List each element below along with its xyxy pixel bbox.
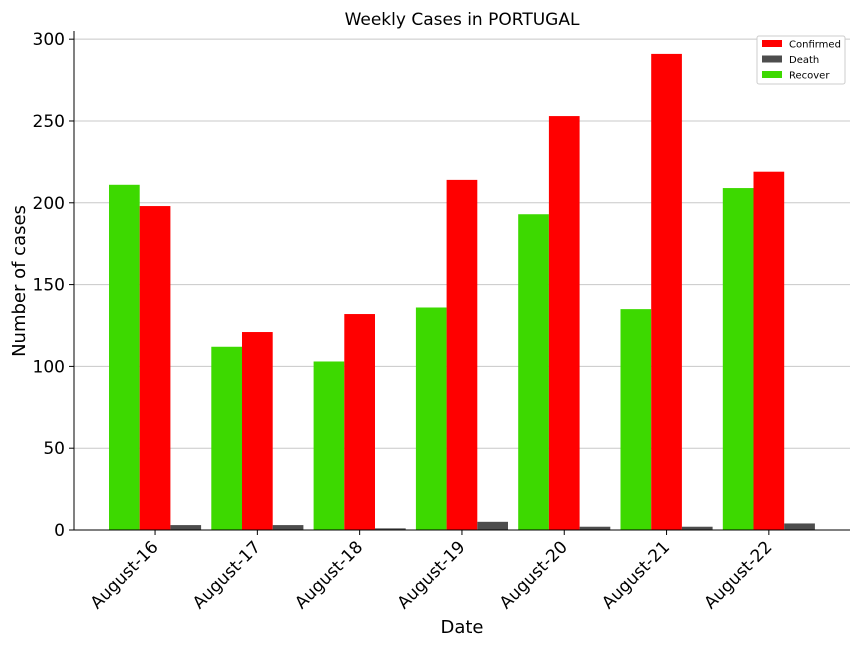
y-tick-label: 250: [33, 112, 65, 132]
bar-confirmed: [446, 179, 478, 531]
legend-swatch-death: [762, 55, 782, 63]
legend-swatch-confirmed: [762, 40, 782, 47]
bar-confirmed: [651, 53, 682, 531]
bar-death: [579, 526, 611, 530]
bar-recover: [620, 309, 652, 530]
x-tick-label: August-19: [394, 537, 470, 613]
bar-death: [375, 528, 406, 530]
bar-death: [477, 521, 508, 530]
bar-recover: [518, 214, 549, 530]
y-tick-label: 300: [33, 30, 65, 50]
legend: Confirmed Death Recover: [756, 35, 846, 85]
x-axis-title: Date: [440, 617, 483, 638]
bar-recover: [415, 307, 447, 530]
chart-title: Weekly Cases in PORTUGAL: [345, 10, 580, 30]
bar-confirmed: [344, 314, 375, 530]
bar-confirmed: [753, 171, 785, 530]
y-tick-label: 100: [33, 357, 65, 377]
x-tick-label: August-17: [189, 537, 265, 613]
y-tick-label: 50: [43, 439, 65, 459]
bar-recover: [313, 361, 345, 530]
x-tick-label: August-16: [87, 537, 163, 613]
x-tick-label: August-18: [291, 537, 367, 613]
y-tick-label: 150: [33, 276, 65, 296]
x-ticks: August-16 August-17 August-18 August-19 Augu…: [87, 530, 777, 613]
legend-label-death: Death: [789, 55, 819, 66]
bar-death: [272, 525, 304, 530]
y-tick-label: 200: [33, 194, 65, 214]
x-tick-label: August-20: [496, 537, 572, 613]
bar-recover: [109, 184, 140, 530]
legend-label-recover: Recover: [789, 71, 830, 82]
bar-confirmed: [548, 116, 580, 530]
bar-death: [681, 526, 713, 530]
legend-swatch-recover: [762, 71, 782, 78]
x-tick-label: August-22: [701, 537, 777, 613]
bar-death: [170, 525, 202, 530]
bar-recover: [211, 346, 242, 530]
y-tick-label: 0: [54, 521, 65, 541]
bar-confirmed: [139, 206, 171, 530]
bar-confirmed: [242, 332, 273, 530]
bar-death: [784, 523, 815, 530]
bar-recover: [722, 188, 754, 530]
x-tick-label: August-21: [598, 537, 674, 613]
y-axis-title: Number of cases: [9, 205, 30, 357]
legend-label-confirmed: Confirmed: [789, 40, 841, 51]
y-ticks: 0 50 100 150 200 250 300: [33, 30, 74, 541]
bars: [109, 53, 815, 531]
